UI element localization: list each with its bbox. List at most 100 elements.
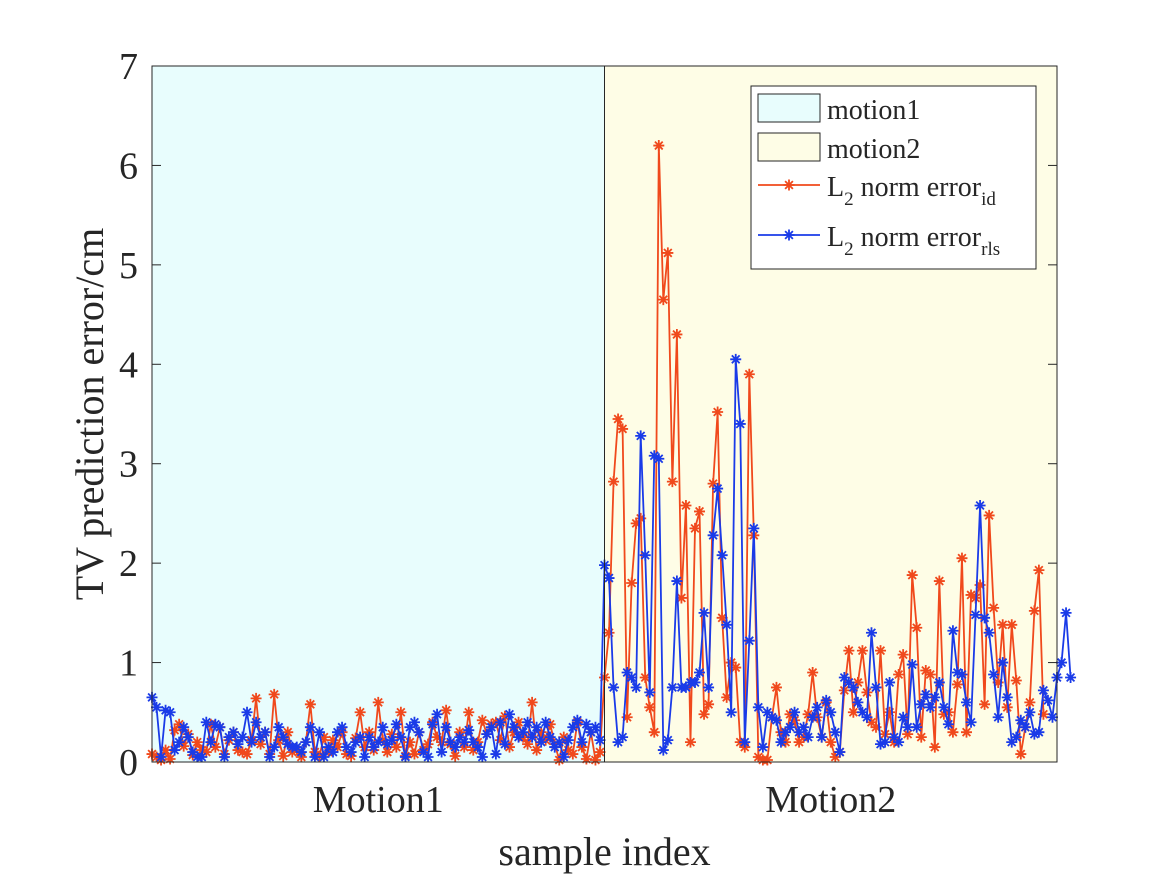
data-point [956,669,968,681]
data-point [431,708,443,720]
data-point [856,645,868,657]
data-point [852,676,864,688]
data-point [209,718,221,730]
data-point [1024,706,1036,718]
data-point [766,711,778,723]
data-point [395,731,407,743]
data-point [1056,657,1068,669]
data-point [861,711,873,723]
data-point [246,736,258,748]
data-point [291,741,303,753]
data-point [336,721,348,733]
data-point [621,711,633,723]
data-point [517,726,529,738]
legend-swatch-motion1 [757,93,821,123]
data-point [734,418,746,430]
data-point [1042,694,1054,706]
data-point [390,718,402,730]
data-point [965,716,977,728]
data-point [359,741,371,753]
data-point [273,734,285,746]
data-point [562,744,574,756]
data-point [151,701,163,713]
data-point [259,726,271,738]
data-point [802,708,814,720]
data-point [784,708,796,720]
data-point [698,708,710,720]
x-axis-label: sample index [498,829,710,874]
data-point [531,721,543,733]
legend-series-label: L2 norm errorid [827,172,996,210]
data-point [807,667,819,679]
data-point [422,738,434,750]
data-point [612,736,624,748]
data-point [386,728,398,740]
data-point [571,714,583,726]
data-point [648,726,660,738]
data-point [798,721,810,733]
data-point [770,714,782,726]
data-point [906,569,918,581]
data-point [169,724,181,736]
data-point [942,718,954,730]
legend-swatch-motion2 [757,132,821,162]
data-point [684,736,696,748]
data-point [662,734,674,746]
data-point [332,726,344,738]
data-point [250,716,262,728]
data-point [580,718,592,730]
data-point [395,706,407,718]
data-point [626,577,638,589]
data-point [237,746,248,758]
data-point [268,688,280,700]
data-point [820,694,832,706]
data-point [553,754,565,766]
data-point [277,731,289,743]
data-point [965,589,977,601]
data-point [196,744,208,756]
data-point [327,746,339,758]
data-point [381,738,393,750]
axes [151,65,1058,763]
data-point [513,716,525,728]
data-point [639,549,651,561]
data-point [535,726,547,738]
y-tick-label: 3 [119,444,138,486]
data-point [454,731,466,743]
data-point [526,731,538,743]
data-point [992,711,1004,723]
data-point [182,731,194,743]
data-point [1006,619,1018,631]
data-point [843,645,855,657]
data-point [807,711,819,723]
data-point [309,751,321,763]
data-point [657,294,669,306]
data-point [436,736,448,748]
data-point [445,736,457,748]
data-point [544,718,556,730]
data-point [1010,674,1022,686]
data-point [232,744,244,756]
data-point [884,706,896,718]
data-point [164,706,176,718]
data-point [1033,564,1045,576]
data-point [499,710,511,722]
data-point [191,736,203,748]
data-point [739,736,751,748]
data-point [418,746,429,758]
data-point [974,579,986,591]
data-point [327,734,339,746]
data-point [332,741,344,753]
data-point [793,726,805,738]
data-point [567,721,579,733]
data-point [1010,731,1022,743]
data-point [264,751,276,763]
data-point [897,711,909,723]
data-point [703,681,715,693]
data-point [1060,607,1072,619]
data-point [237,731,248,743]
data-point [743,635,755,647]
data-point [467,736,479,748]
data-point [915,698,927,710]
data-point [603,627,615,639]
